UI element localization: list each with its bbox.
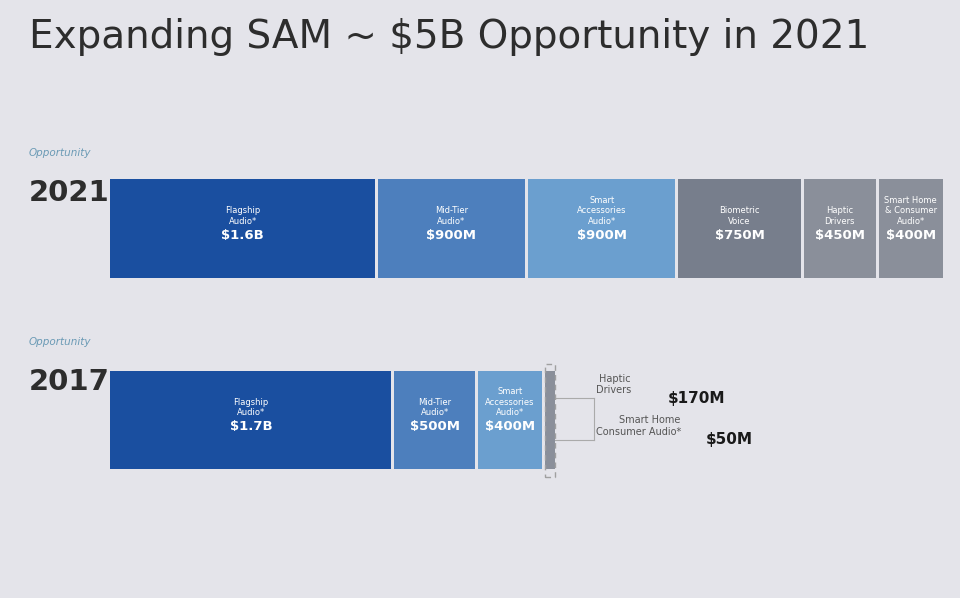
Text: 2017: 2017 [29,368,109,396]
FancyBboxPatch shape [110,371,392,469]
Text: Mid-Tier
Audio*: Mid-Tier Audio* [419,398,451,417]
FancyBboxPatch shape [544,371,555,469]
Text: Opportunity: Opportunity [29,148,91,158]
Text: Haptic
Drivers: Haptic Drivers [825,206,855,225]
Text: $170M: $170M [667,391,725,406]
Text: $50M: $50M [706,432,753,447]
FancyBboxPatch shape [528,179,676,278]
Text: $400M: $400M [886,228,936,242]
Text: Biometric
Voice: Biometric Voice [719,206,759,225]
Text: Opportunity: Opportunity [29,337,91,347]
FancyBboxPatch shape [478,371,541,469]
Text: $1.6B: $1.6B [221,228,264,242]
FancyBboxPatch shape [679,179,801,278]
Text: $900M: $900M [426,228,476,242]
FancyBboxPatch shape [110,179,374,278]
FancyBboxPatch shape [878,179,943,278]
Text: Smart Home
Consumer Audio*: Smart Home Consumer Audio* [595,415,681,437]
FancyBboxPatch shape [804,179,876,278]
Text: 2021: 2021 [29,179,109,208]
Text: $400M: $400M [485,420,535,433]
Text: Flagship
Audio*: Flagship Audio* [233,398,269,417]
Text: Mid-Tier
Audio*: Mid-Tier Audio* [435,206,468,225]
Text: Expanding SAM ~ $5B Opportunity in 2021: Expanding SAM ~ $5B Opportunity in 2021 [29,18,869,56]
Text: $450M: $450M [815,228,865,242]
FancyBboxPatch shape [377,179,525,278]
Text: $500M: $500M [410,420,460,433]
Text: Smart Home
& Consumer
Audio*: Smart Home & Consumer Audio* [884,196,937,225]
Text: Smart
Accessories
Audio*: Smart Accessories Audio* [485,388,535,417]
FancyBboxPatch shape [395,371,475,469]
Text: Haptic
Drivers: Haptic Drivers [595,374,631,395]
Text: $750M: $750M [714,228,764,242]
Text: $900M: $900M [577,228,627,242]
Text: $1.7B: $1.7B [229,420,273,433]
Text: Flagship
Audio*: Flagship Audio* [225,206,260,225]
Text: Smart
Accessories
Audio*: Smart Accessories Audio* [577,196,627,225]
